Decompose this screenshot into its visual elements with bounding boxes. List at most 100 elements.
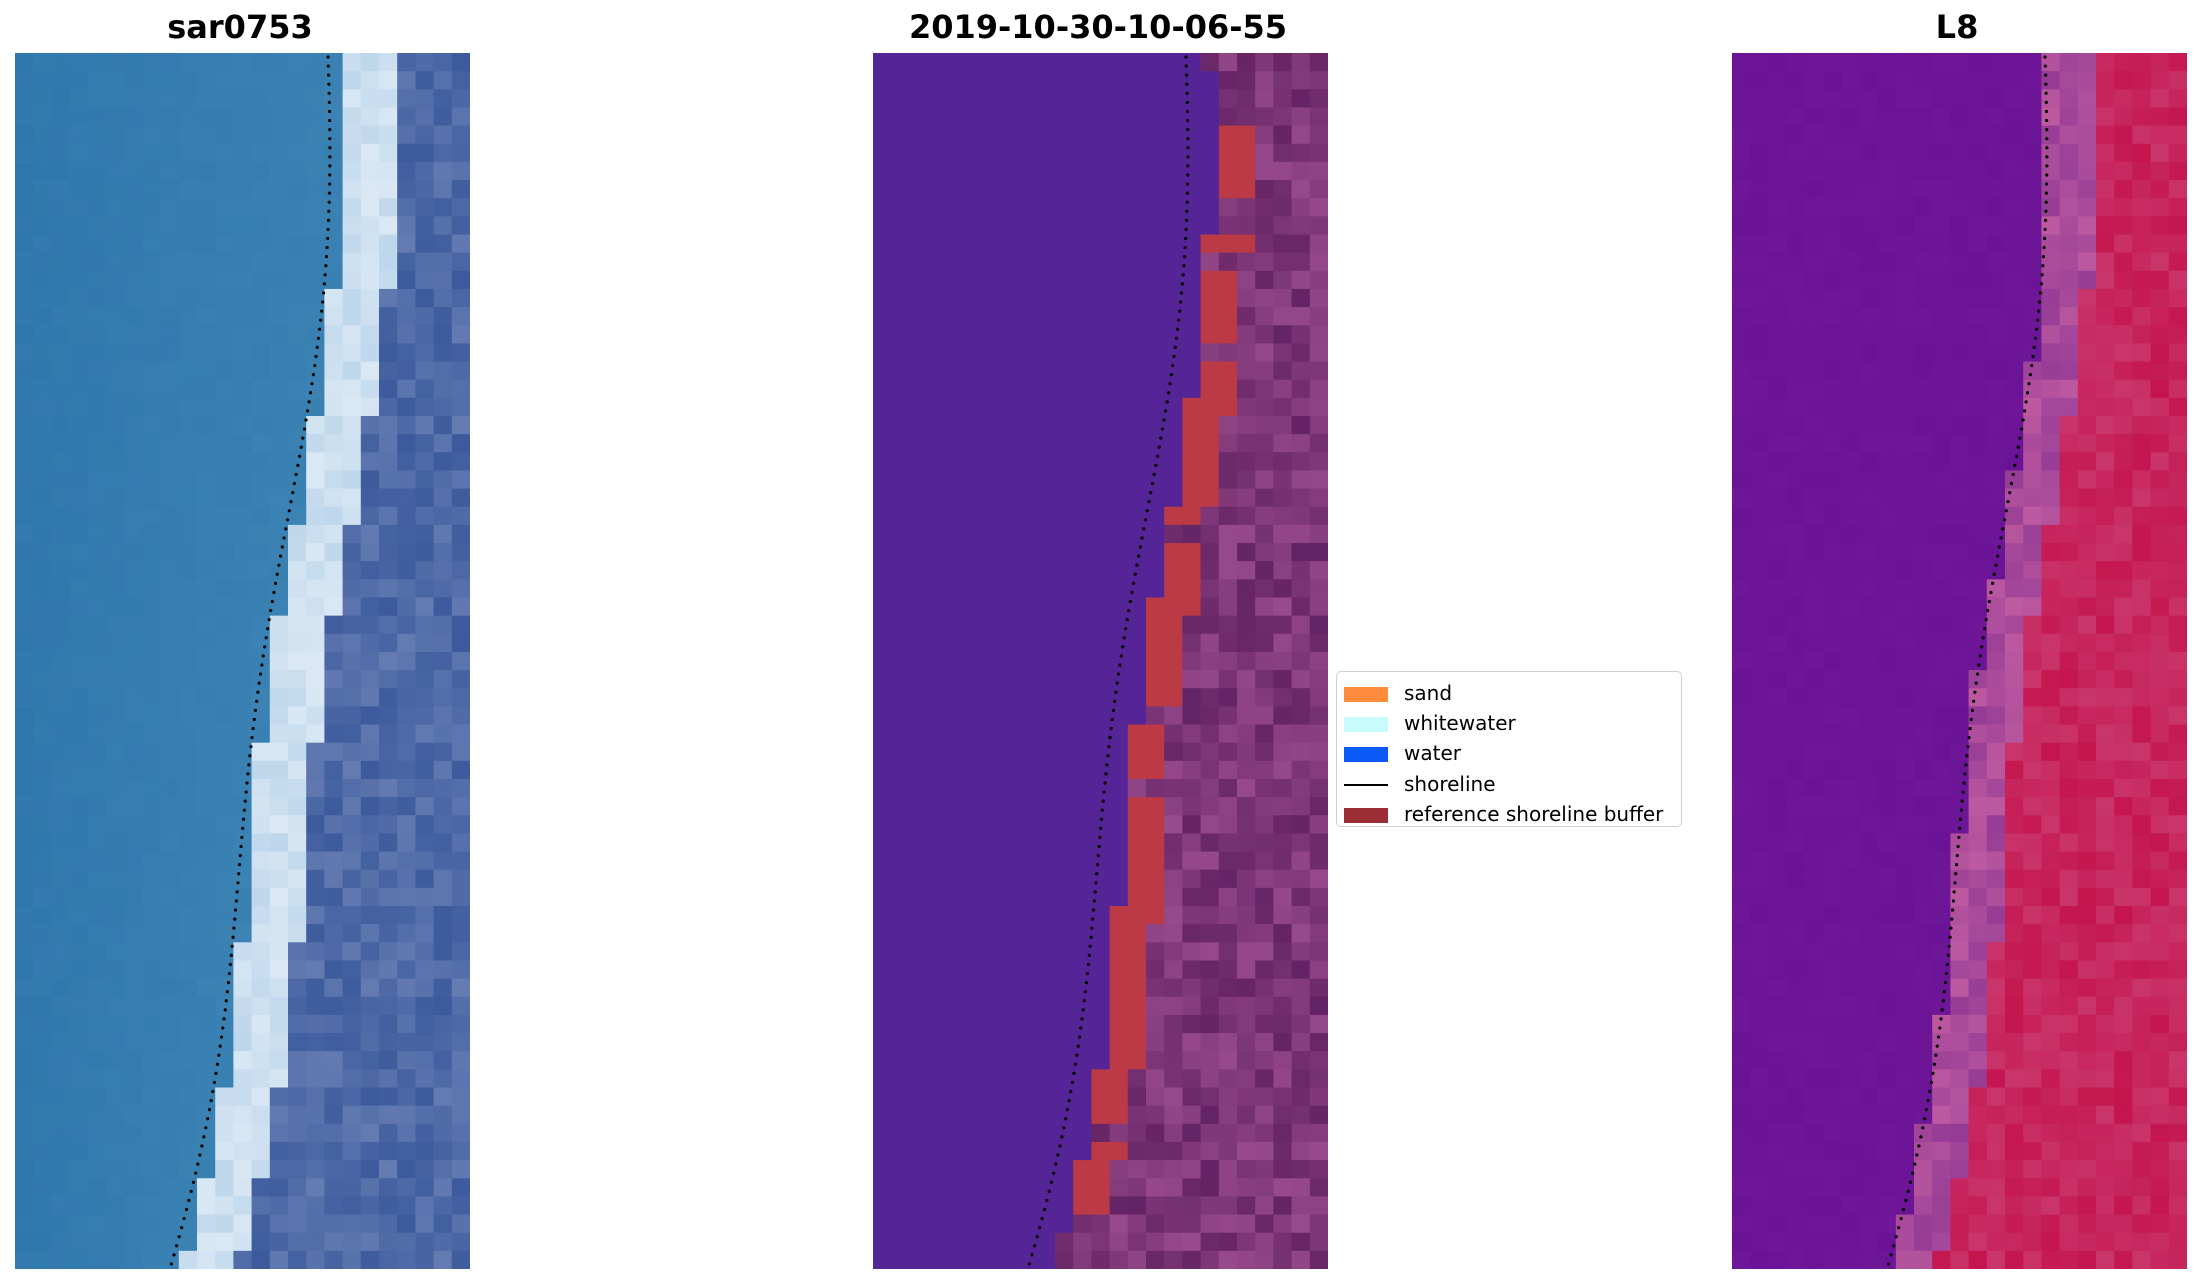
pixel: [124, 706, 143, 726]
pixel: [2096, 234, 2115, 254]
pixel: [909, 651, 929, 671]
pixel: [1309, 361, 1328, 381]
pixel: [160, 633, 180, 653]
pixel: [1750, 161, 1769, 181]
pixel: [1127, 797, 1147, 816]
pixel: [1768, 343, 1788, 363]
pixel: [2168, 415, 2187, 435]
pixel: [1932, 180, 1951, 199]
pixel: [2077, 488, 2097, 508]
pixel: [1823, 343, 1842, 363]
pixel: [306, 543, 325, 562]
pixel: [1055, 561, 1074, 580]
pixel: [1291, 53, 1311, 72]
pixel: [909, 833, 929, 853]
pixel: [1018, 1087, 1038, 1107]
pixel: [2132, 651, 2152, 671]
pixel: [2005, 107, 2024, 127]
pixel: [1146, 107, 1165, 127]
pixel: [1750, 53, 1769, 72]
pixel: [1055, 252, 1074, 272]
pixel: [324, 379, 344, 399]
pixel: [873, 307, 892, 326]
pixel: [1237, 89, 1256, 109]
pixel: [1968, 906, 1988, 925]
pixel: [1823, 815, 1842, 835]
shoreline-point: [1174, 336, 1179, 340]
pixel: [1036, 1141, 1056, 1161]
pixel: [87, 307, 107, 326]
pixel: [1091, 1033, 1111, 1052]
pixel: [1841, 543, 1860, 562]
pixel: [945, 234, 965, 254]
pixel: [160, 579, 180, 599]
pixel: [124, 107, 143, 127]
pixel: [251, 107, 271, 127]
pixel: [1732, 198, 1751, 217]
pixel: [1091, 906, 1111, 925]
pixel: [69, 488, 89, 508]
pixel: [1091, 1196, 1111, 1216]
pixel: [2150, 270, 2170, 290]
pixel: [15, 579, 34, 599]
pixel: [1000, 942, 1020, 962]
pixel: [2150, 597, 2170, 617]
pixel: [233, 89, 253, 109]
pixel: [1018, 343, 1038, 363]
pixel: [1291, 797, 1311, 816]
pixel: [2150, 216, 2170, 236]
pixel: [982, 906, 1001, 925]
pixel: [1786, 216, 1806, 236]
pixel: [1841, 960, 1860, 980]
pixel: [1164, 198, 1183, 217]
pixel: [1859, 198, 1879, 217]
pixel: [51, 343, 71, 363]
pixel: [15, 216, 34, 236]
pixel: [233, 633, 253, 653]
pixel: [1127, 724, 1147, 744]
pixel: [1000, 633, 1020, 653]
pixel: [87, 180, 107, 199]
pixel: [51, 833, 71, 853]
pixel: [2150, 633, 2170, 653]
pixel: [306, 1123, 325, 1143]
pixel: [2114, 53, 2133, 72]
pixel: [397, 53, 416, 72]
pixel: [1109, 325, 1129, 344]
pixel: [1291, 415, 1311, 435]
pixel: [964, 833, 983, 853]
pixel: [2168, 688, 2187, 707]
pixel: [160, 924, 180, 943]
pixel: [891, 778, 910, 798]
pixel: [1291, 325, 1311, 344]
pixel: [1932, 778, 1951, 798]
pixel: [33, 379, 52, 399]
pixel: [1732, 452, 1751, 472]
pixel: [33, 1033, 52, 1052]
pixel: [215, 397, 234, 417]
pixel: [215, 778, 234, 798]
pixel: [178, 1033, 198, 1052]
pixel: [2077, 288, 2097, 308]
pixel: [2059, 960, 2079, 980]
pixel: [891, 397, 910, 417]
pixel: [1914, 343, 1933, 363]
pixel: [251, 561, 271, 580]
pixel: [142, 434, 162, 453]
pixel: [69, 633, 89, 653]
pixel: [1895, 851, 1915, 871]
shoreline-point: [1179, 300, 1183, 304]
pixel: [1073, 524, 1092, 544]
pixel: [15, 270, 34, 290]
pixel: [1968, 415, 1988, 435]
pixel: [415, 833, 435, 853]
pixel: [2023, 1014, 2042, 1034]
pixel: [288, 415, 307, 435]
pixel: [1146, 869, 1165, 889]
pixel: [1750, 579, 1769, 599]
pixel: [306, 488, 325, 508]
pixel: [1255, 633, 1274, 653]
pixel: [87, 1069, 107, 1089]
pixel: [1968, 343, 1988, 363]
pixel: [1309, 270, 1328, 290]
